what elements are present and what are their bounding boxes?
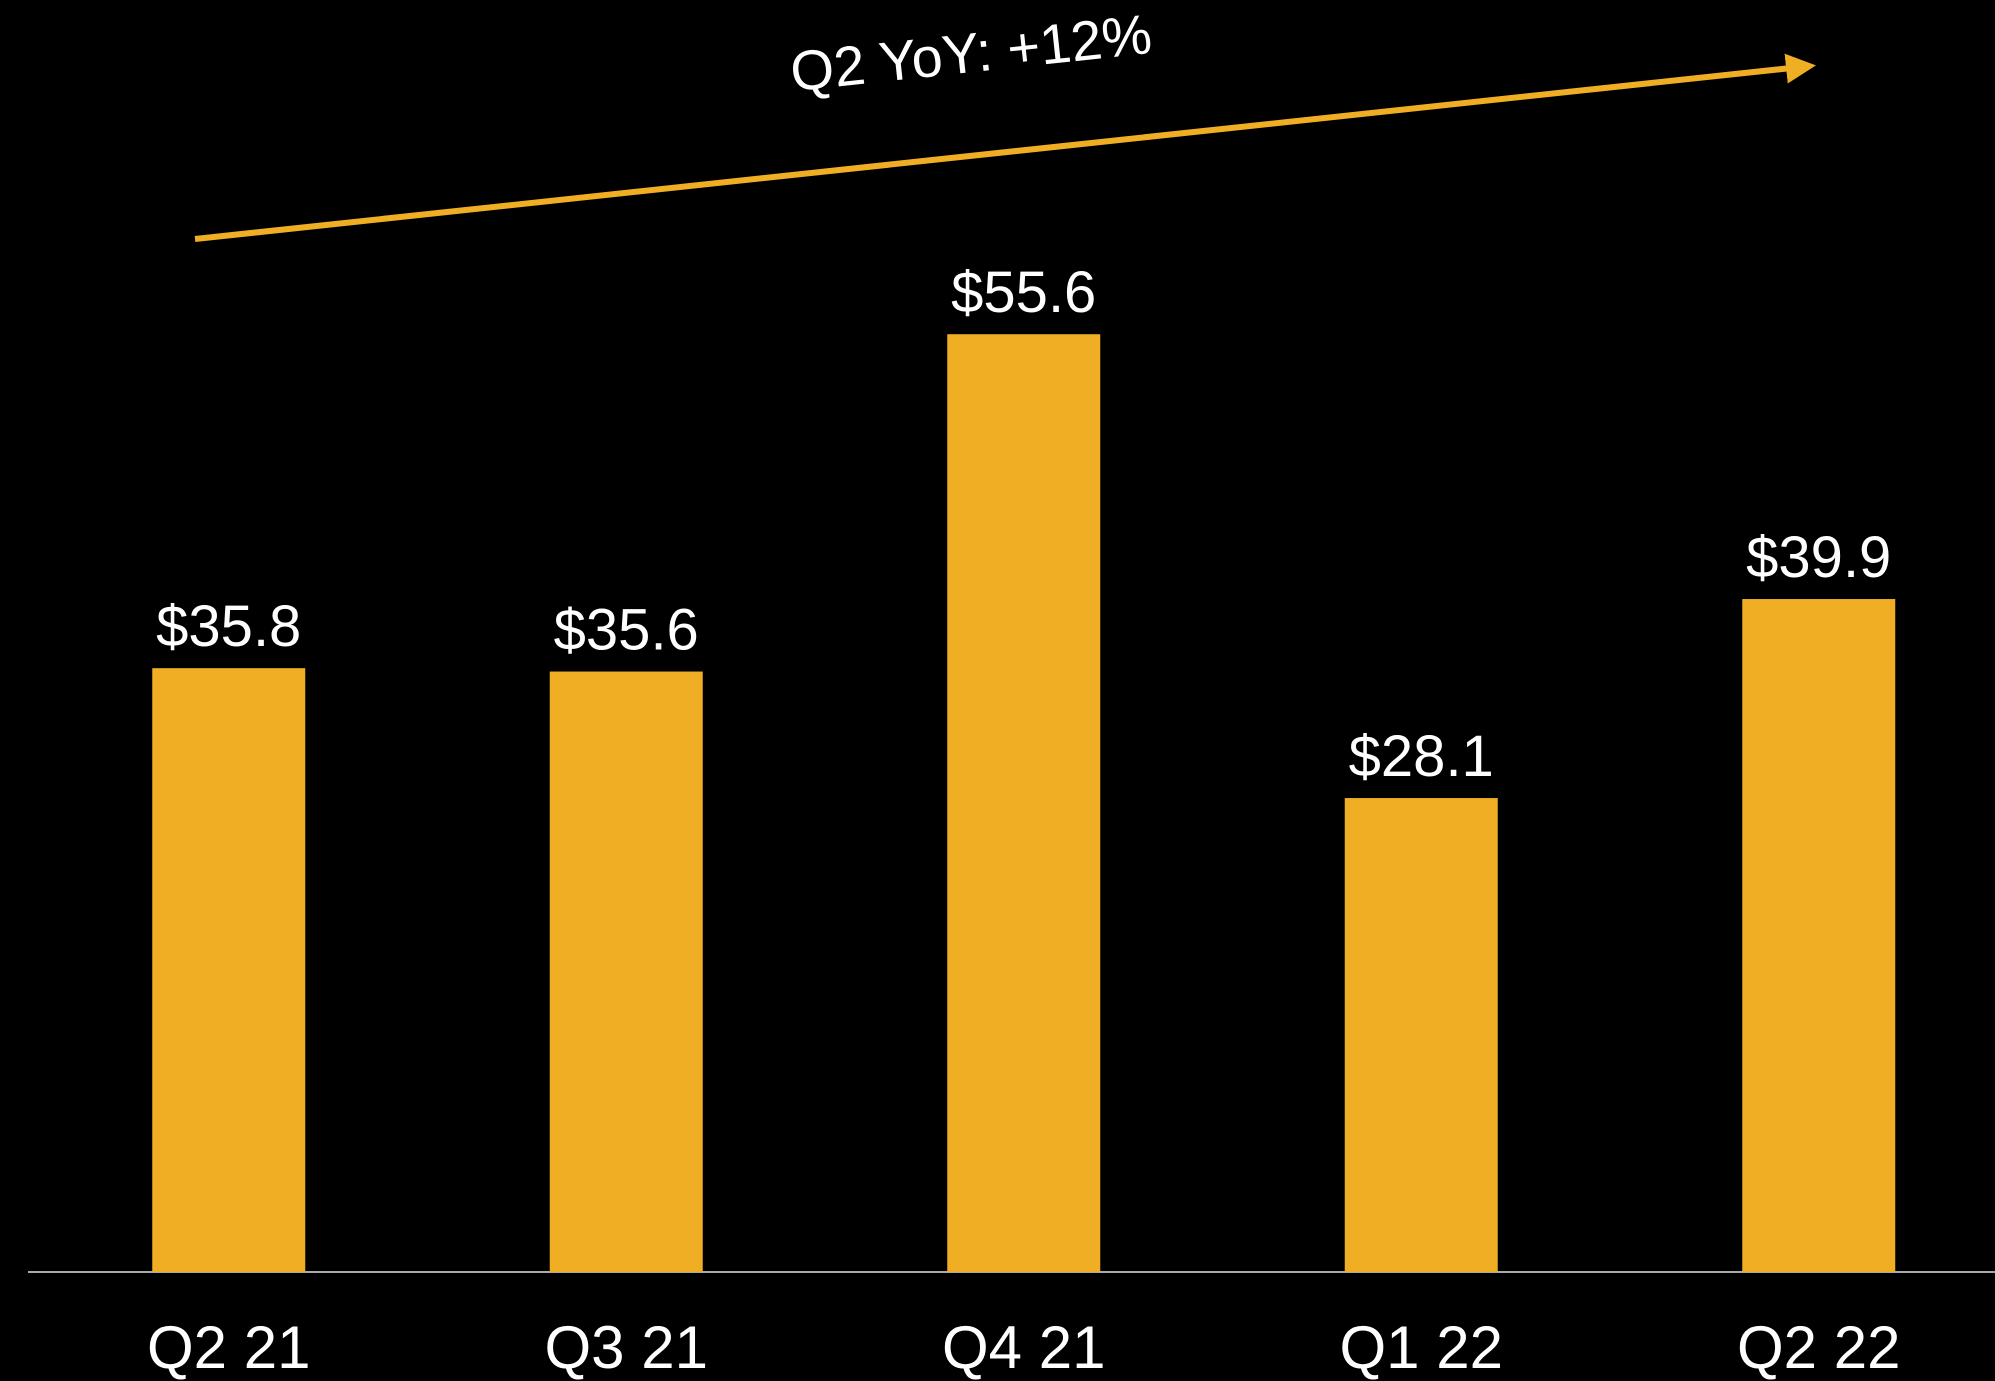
x-tick-label: Q3 21 <box>545 1314 708 1381</box>
bar <box>1742 599 1896 1272</box>
x-tick-label: Q2 21 <box>147 1314 310 1381</box>
bar <box>549 671 703 1272</box>
value-label: $35.6 <box>554 598 699 663</box>
bar <box>947 334 1101 1272</box>
value-label: $35.8 <box>156 594 301 659</box>
x-tick-label: Q4 21 <box>942 1314 1105 1381</box>
bar <box>152 668 306 1272</box>
bar <box>1344 798 1498 1272</box>
x-tick-label: Q2 22 <box>1737 1314 1900 1381</box>
x-tick-label: Q1 22 <box>1340 1314 1503 1381</box>
trend-arrow <box>194 53 1816 242</box>
value-label: $28.1 <box>1349 724 1494 789</box>
value-label: $55.6 <box>951 260 1096 325</box>
value-label: $39.9 <box>1746 525 1891 590</box>
